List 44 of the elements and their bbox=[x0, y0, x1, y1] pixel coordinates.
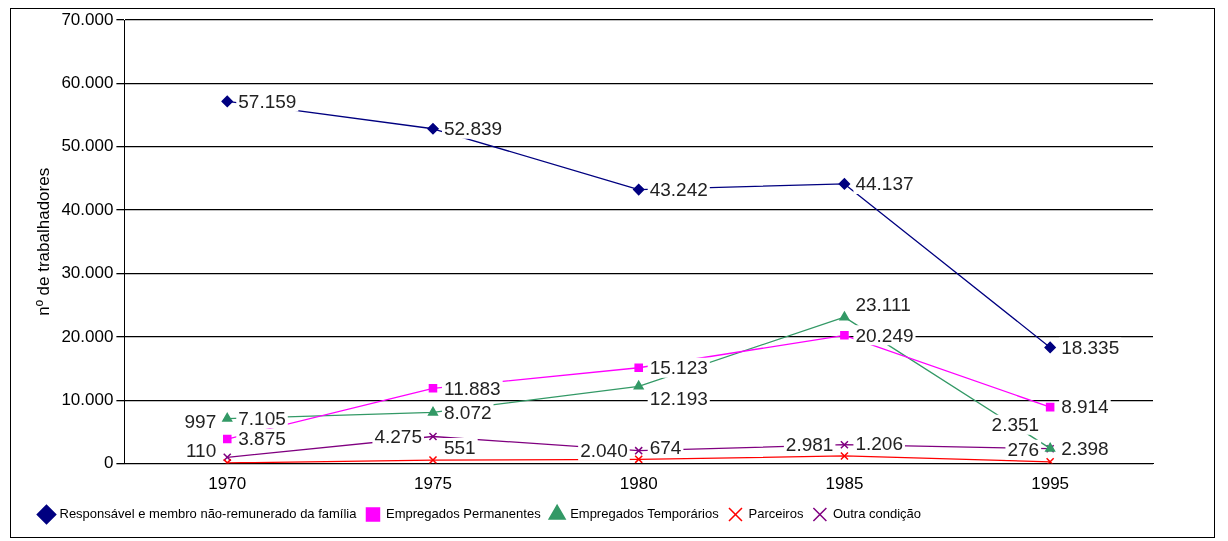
legend-label: Parceiros bbox=[748, 506, 804, 522]
data-label: 2.398 bbox=[1061, 437, 1109, 459]
data-label: 110 bbox=[185, 440, 217, 462]
legend-label: Empregados Temporários bbox=[570, 506, 720, 522]
y-tick-label: 30.000 bbox=[61, 263, 114, 283]
data-label: 3.875 bbox=[238, 428, 286, 450]
data-label: 674 bbox=[649, 436, 682, 458]
data-label: 43.242 bbox=[649, 178, 708, 200]
data-label: 8.072 bbox=[443, 401, 492, 423]
legend-label: Outra condição bbox=[832, 506, 922, 522]
x-tick-label: 1980 bbox=[619, 474, 658, 494]
x-tick-label: 1995 bbox=[1031, 474, 1070, 494]
data-label: 7.105 bbox=[238, 407, 286, 429]
x-tick-label: 1970 bbox=[208, 474, 247, 494]
data-label: 1.206 bbox=[855, 433, 903, 455]
y-tick-label: 60.000 bbox=[61, 73, 114, 93]
y-tick-label: 20.000 bbox=[61, 326, 114, 346]
data-label: 12.193 bbox=[649, 387, 708, 409]
data-label: 20.249 bbox=[855, 324, 914, 346]
data-label: 52.839 bbox=[443, 117, 503, 139]
data-label: 2.981 bbox=[785, 433, 834, 455]
y-tick-label: 10.000 bbox=[61, 389, 114, 409]
data-label: 18.335 bbox=[1061, 336, 1120, 358]
legend-label: Responsável e membro não-remunerado da família bbox=[59, 506, 358, 522]
data-label: 276 bbox=[1007, 439, 1040, 461]
data-label: 15.123 bbox=[649, 357, 708, 378]
data-label: 2.040 bbox=[580, 439, 628, 461]
y-tick-label: 70.000 bbox=[61, 9, 114, 29]
data-label: 2.351 bbox=[991, 413, 1040, 435]
data-label: 8.914 bbox=[1061, 396, 1110, 418]
data-label: 997 bbox=[184, 410, 217, 432]
data-label: 57.159 bbox=[238, 90, 297, 112]
y-tick-label: 50.000 bbox=[61, 136, 114, 156]
data-label: 44.137 bbox=[855, 173, 914, 195]
x-tick-label: 1975 bbox=[414, 474, 452, 494]
x-tick-label: 1985 bbox=[825, 474, 864, 494]
legend-label: Empregados Permanentes bbox=[385, 506, 542, 522]
data-label: 551 bbox=[443, 437, 476, 459]
y-tick-label: 0 bbox=[103, 453, 114, 473]
data-label: 23.111 bbox=[855, 294, 911, 316]
y-tick-label: 40.000 bbox=[61, 199, 114, 219]
y-axis-title: nº de trabalhadores bbox=[33, 167, 53, 316]
data-label: 4.275 bbox=[374, 425, 422, 447]
data-label: 11.883 bbox=[443, 377, 501, 399]
